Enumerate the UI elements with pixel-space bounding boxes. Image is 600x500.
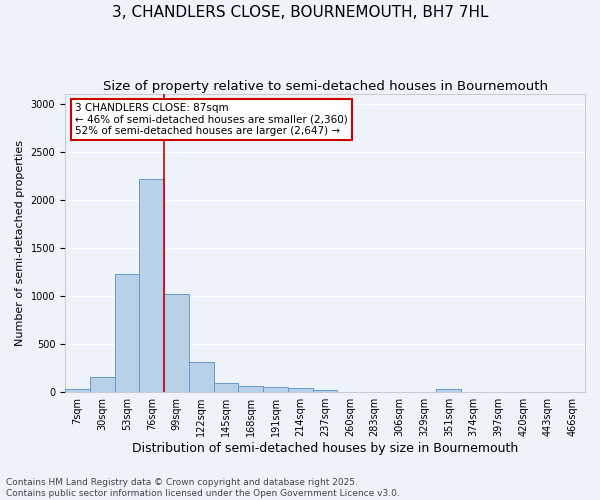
Text: Contains HM Land Registry data © Crown copyright and database right 2025.
Contai: Contains HM Land Registry data © Crown c… [6, 478, 400, 498]
Bar [313, 390, 337, 392]
Bar [288, 388, 313, 392]
Bar [238, 386, 263, 392]
Bar [90, 378, 115, 392]
X-axis label: Distribution of semi-detached houses by size in Bournemouth: Distribution of semi-detached houses by … [132, 442, 518, 455]
Text: 3, CHANDLERS CLOSE, BOURNEMOUTH, BH7 7HL: 3, CHANDLERS CLOSE, BOURNEMOUTH, BH7 7HL [112, 5, 488, 20]
Bar [263, 387, 288, 392]
Y-axis label: Number of semi-detached properties: Number of semi-detached properties [15, 140, 25, 346]
Bar [214, 382, 238, 392]
Text: 3 CHANDLERS CLOSE: 87sqm
← 46% of semi-detached houses are smaller (2,360)
52% o: 3 CHANDLERS CLOSE: 87sqm ← 46% of semi-d… [76, 103, 348, 136]
Bar [436, 390, 461, 392]
Bar [189, 362, 214, 392]
Bar [164, 294, 189, 392]
Bar [115, 274, 139, 392]
Bar [65, 390, 90, 392]
Title: Size of property relative to semi-detached houses in Bournemouth: Size of property relative to semi-detach… [103, 80, 548, 93]
Bar [139, 179, 164, 392]
